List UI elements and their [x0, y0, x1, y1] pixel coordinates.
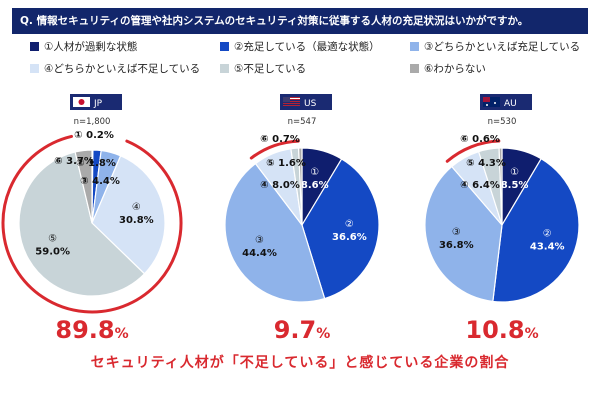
shortage-arc — [249, 139, 300, 160]
legend-swatch — [410, 64, 419, 73]
usa-flag — [283, 97, 300, 106]
shortage-total: 89.8% — [55, 316, 128, 344]
slice-value: 36.8% — [439, 240, 474, 251]
pie-chart-jp: JP n=1,800 ① 0.2% ② 1.8% ③ 4.4% ④ 30.8% ⑤ 59.0% ⑥… — [1, 94, 183, 344]
pie-slice — [492, 157, 580, 303]
slice-label: ⑤ 59.0% — [35, 233, 70, 257]
legend-item-2: ②充足している（最適な状態） — [220, 40, 380, 54]
slice-value: 30.8% — [119, 215, 154, 226]
slice-label: ⑥ 0.7% — [260, 134, 300, 145]
slice-label: ④ 8.0% — [260, 180, 300, 191]
sample-size: n=1,800 — [74, 117, 111, 127]
pie-slice — [18, 151, 146, 297]
slice-number: ② — [345, 219, 354, 230]
legend-label: ⑤不足している — [234, 63, 307, 75]
slice-label: ④ 30.8% — [119, 202, 154, 226]
pie-slice — [297, 147, 303, 226]
legend-swatch — [220, 42, 229, 51]
legend-item-6: ⑥わからない — [410, 62, 486, 76]
legend-label: ②充足している（最適な状態） — [234, 41, 380, 53]
pie-chart-au: AU n=530 ① 8.5% ② 43.4% ③ 36.8% ④ 6.4% ⑤ 4.3% ⑥ 0.… — [424, 94, 580, 344]
legend-label: ④どちらかといえば不足している — [44, 63, 201, 75]
legend-swatch — [410, 42, 419, 51]
shortage-arc — [445, 139, 501, 163]
legend-label: ①人材が過剰な状態 — [44, 41, 138, 53]
slice-number: ③ — [452, 227, 461, 238]
question-text: Q. 情報セキュリティの管理や社内システムのセキュリティ対策に従事する人材の充足… — [20, 15, 529, 27]
pie-slice — [224, 162, 326, 303]
slice-label: ⑥ 3.7% — [54, 156, 94, 167]
slice-label: ② 36.6% — [332, 219, 367, 243]
slice-label: ② 1.8% — [76, 158, 116, 169]
slice-value: ④ 8.0% — [260, 180, 300, 191]
slice-number: ④ — [132, 202, 141, 213]
slice-label: ⑤ 4.3% — [466, 158, 506, 169]
slice-label: ① 8.5% — [501, 167, 529, 191]
shortage-total: 10.8% — [465, 316, 538, 344]
caption: セキュリティ人材が「不足している」と感じている企業の割合 — [90, 355, 510, 371]
pie-slice — [424, 165, 503, 303]
legend-swatch — [30, 64, 39, 73]
pie-chart-us: US n=547 ① 8.6% ② 36.6% ③ 44.4% ④ 8.0% ⑤ 1.6% ⑥ 0.… — [224, 94, 380, 344]
pie-slice — [301, 158, 380, 300]
legend: ①人材が過剰な状態 ②充足している（最適な状態） ③どちらかといえば充足している… — [30, 40, 590, 86]
country-tag: US — [280, 94, 332, 110]
slice-value: 8.5% — [501, 180, 529, 191]
slice-label: ③ 44.4% — [242, 235, 277, 259]
slice-label: ① 8.6% — [301, 167, 329, 191]
slice-number: ② — [543, 228, 552, 239]
legend-swatch — [220, 64, 229, 73]
slice-value: 43.4% — [530, 241, 565, 252]
country-code: US — [304, 99, 317, 109]
slice-value: ⑤ 1.6% — [266, 158, 306, 169]
slice-label: ③ 36.8% — [439, 227, 474, 251]
legend-item-3: ③どちらかといえば充足している — [410, 40, 580, 54]
legend-item-1: ①人材が過剰な状態 — [30, 40, 137, 54]
slice-value: 36.6% — [332, 232, 367, 243]
slice-number: ③ — [255, 235, 264, 246]
shortage-arc — [1, 134, 183, 314]
slice-value: 59.0% — [35, 246, 70, 257]
slice-number: ① — [310, 167, 319, 178]
slice-value: ⑥ 0.7% — [260, 134, 300, 145]
slice-value: ② 1.8% — [76, 158, 116, 169]
slice-number: ⑤ — [48, 233, 57, 244]
legend-swatch — [30, 42, 39, 51]
slice-value: ⑥ 0.6% — [460, 134, 500, 145]
slice-value: ③ 4.4% — [80, 176, 120, 187]
slice-value: ⑤ 4.3% — [466, 158, 506, 169]
japan-flag — [73, 97, 90, 107]
legend-item-5: ⑤不足している — [220, 62, 306, 76]
country-code: AU — [504, 99, 517, 109]
legend-label: ③どちらかといえば充足している — [424, 41, 581, 53]
slice-label: ② 43.4% — [530, 228, 565, 252]
slice-label: ① 0.2% — [74, 130, 114, 141]
question-header: Q. 情報セキュリティの管理や社内システムのセキュリティ対策に従事する人材の充足… — [12, 8, 588, 34]
slice-value: ⑥ 3.7% — [54, 156, 94, 167]
slice-label: ⑥ 0.6% — [460, 134, 500, 145]
slice-label: ④ 6.4% — [460, 180, 500, 191]
country-tag: AU — [480, 94, 532, 110]
slice-value: ① 0.2% — [74, 130, 114, 141]
country-tag: JP — [70, 94, 122, 110]
australia-flag — [483, 97, 500, 107]
slice-value: 44.4% — [242, 248, 277, 259]
pie-slice — [498, 147, 503, 226]
pie-slice — [91, 155, 166, 275]
slice-value: 8.6% — [301, 180, 329, 191]
sample-size: n=530 — [488, 117, 517, 127]
slice-label: ③ 4.4% — [80, 176, 120, 187]
slice-value: ④ 6.4% — [460, 180, 500, 191]
country-code: JP — [93, 99, 103, 109]
slice-label: ⑤ 1.6% — [266, 158, 306, 169]
slice-number: ① — [510, 167, 519, 178]
pie-slice — [74, 149, 93, 224]
sample-size: n=547 — [288, 117, 317, 127]
legend-item-4: ④どちらかといえば不足している — [30, 62, 200, 76]
shortage-total: 9.7% — [274, 316, 331, 344]
legend-label: ⑥わからない — [424, 63, 486, 75]
